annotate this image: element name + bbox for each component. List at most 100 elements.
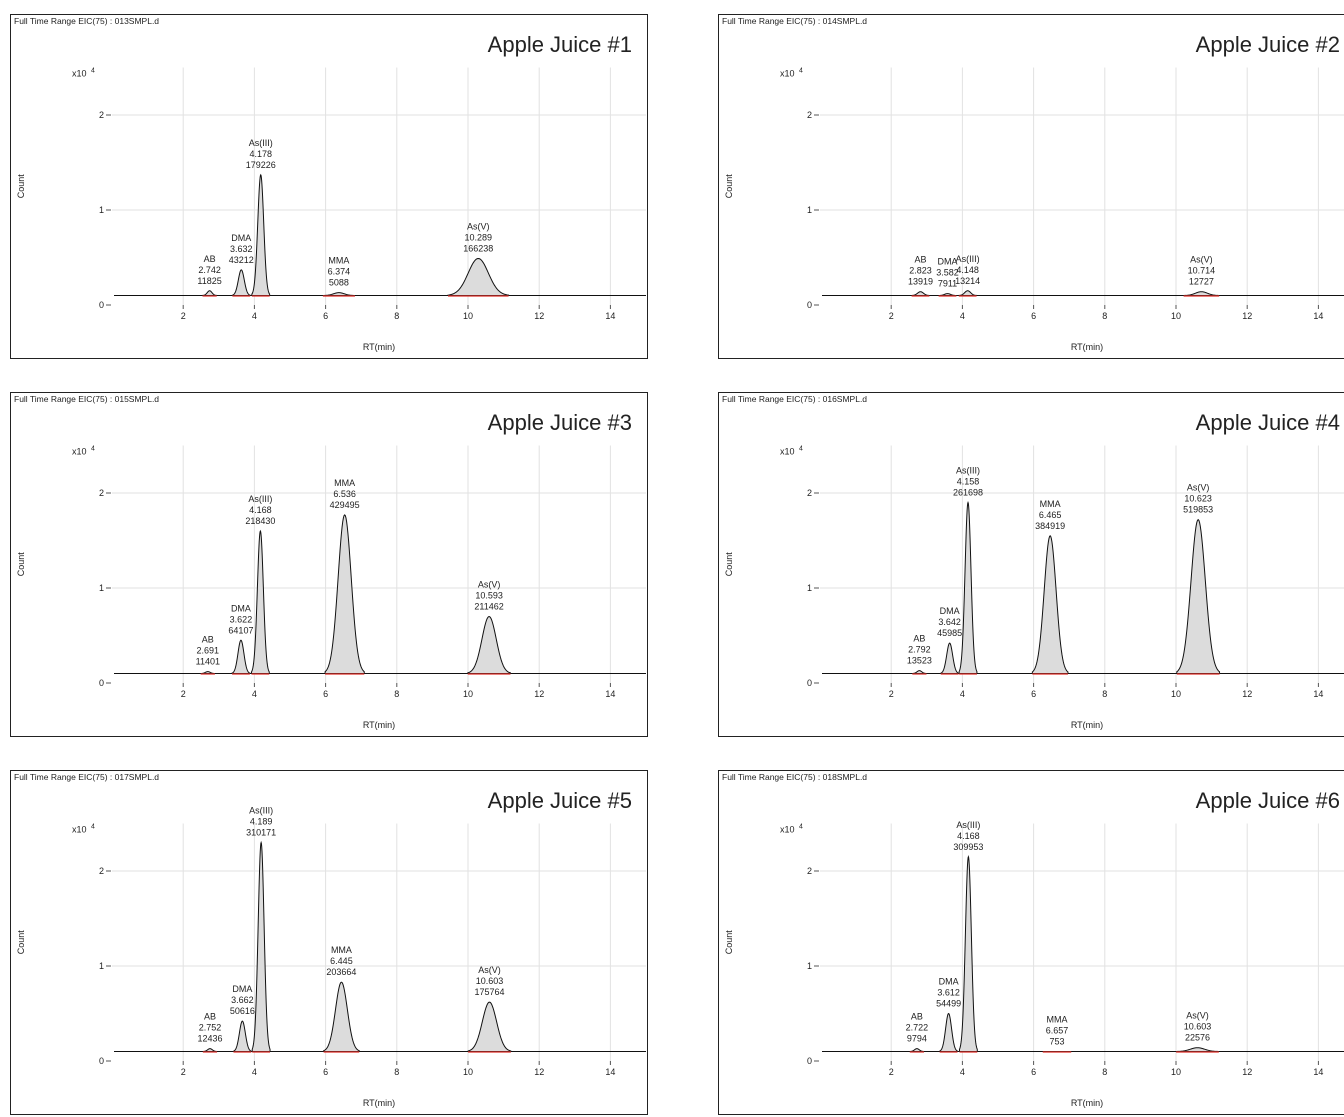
peak (202, 1048, 218, 1052)
peak (467, 615, 511, 674)
x-tick-label: 10 (1171, 311, 1181, 321)
chart-title: Apple Juice #3 (488, 410, 632, 435)
peak-rt: 3.662 (231, 995, 254, 1005)
chart-title: Apple Juice #2 (1196, 32, 1340, 57)
y-axis-label: Count (16, 174, 26, 199)
y-scale-exponent: 4 (799, 824, 803, 831)
peak-name: AB (911, 1012, 923, 1022)
y-tick-label: 1 (807, 205, 812, 215)
peak (322, 292, 356, 296)
x-tick-label: 6 (323, 1067, 328, 1077)
peak (323, 981, 360, 1052)
x-tick-label: 4 (252, 689, 257, 699)
peak-rt: 10.714 (1188, 266, 1216, 276)
peak (200, 671, 216, 674)
peak-area: 211462 (474, 602, 503, 612)
y-tick-label: 1 (807, 961, 812, 971)
y-scale-prefix: x10 (72, 825, 87, 835)
panel-header: Full Time Range EIC(75) : 014SMPL.d (722, 16, 867, 26)
peak-rt: 3.642 (938, 617, 961, 627)
peak-name: MMA (1040, 499, 1061, 509)
x-tick-label: 8 (394, 689, 399, 699)
y-scale-prefix: x10 (72, 69, 87, 79)
chart-panel: Full Time Range EIC(75) : 015SMPL.d Apple… (10, 392, 648, 737)
y-axis-label: Count (16, 930, 26, 955)
y-axis-label: Count (724, 174, 734, 199)
peak-name: DMA (940, 606, 960, 616)
y-tick-label: 1 (99, 961, 104, 971)
peak (467, 1001, 512, 1052)
x-tick-label: 8 (1102, 1067, 1107, 1077)
x-tick-label: 12 (1242, 689, 1252, 699)
panel-border (718, 770, 1344, 1115)
peak (251, 840, 271, 1052)
x-tick-label: 6 (1031, 311, 1036, 321)
peak-area: 166238 (463, 243, 493, 253)
y-tick-label: 2 (807, 866, 812, 876)
panel-border (718, 14, 1344, 359)
peak (911, 670, 928, 674)
peak-area: 13523 (907, 656, 932, 666)
x-axis-label: RT(min) (1071, 1098, 1103, 1108)
x-tick-label: 8 (394, 1067, 399, 1077)
peak-area: 175764 (474, 987, 504, 997)
peak-area: 12727 (1189, 277, 1214, 287)
peak (324, 514, 365, 674)
peak (958, 290, 978, 296)
chart-title: Apple Juice #1 (488, 32, 632, 57)
x-tick-label: 4 (252, 311, 257, 321)
x-tick-label: 14 (605, 689, 615, 699)
y-axis-label: Count (724, 930, 734, 955)
chart-panel: Full Time Range EIC(75) : 014SMPL.d Apple… (718, 14, 1344, 359)
x-tick-label: 2 (889, 311, 894, 321)
peak-area: 5088 (329, 278, 349, 288)
peak-rt: 6.374 (328, 267, 351, 277)
peak-name: As(V) (1186, 1011, 1209, 1021)
peak-name: AB (204, 254, 216, 264)
peak-rt: 3.612 (937, 988, 960, 998)
peak (939, 1012, 958, 1052)
y-tick-label: 1 (99, 205, 104, 215)
y-tick-label: 2 (99, 866, 104, 876)
panel-border (10, 770, 648, 1115)
peak-area: 50616 (230, 1006, 255, 1016)
chart-title: Apple Juice #6 (1196, 788, 1340, 813)
peak (1183, 291, 1220, 296)
x-tick-label: 14 (605, 311, 615, 321)
y-scale-exponent: 4 (91, 68, 95, 75)
y-tick-label: 2 (99, 110, 104, 120)
y-axis-label: Count (724, 552, 734, 577)
peak-area: 309953 (953, 842, 983, 852)
chart-panel: Full Time Range EIC(75) : 013SMPL.d Apple… (10, 14, 648, 359)
panel-header: Full Time Range EIC(75) : 015SMPL.d (14, 394, 159, 404)
peak (938, 293, 957, 296)
peak (231, 269, 251, 296)
peak-rt: 2.722 (906, 1023, 929, 1033)
peak-name: As(III) (249, 138, 273, 148)
y-scale-prefix: x10 (72, 447, 87, 457)
y-tick-label: 2 (807, 488, 812, 498)
y-tick-label: 0 (807, 1056, 812, 1066)
x-tick-label: 14 (605, 1067, 615, 1077)
chart-panel: Full Time Range EIC(75) : 016SMPL.d Apple… (718, 392, 1344, 737)
peak-name: As(III) (249, 806, 273, 816)
y-scale-prefix: x10 (780, 69, 795, 79)
x-tick-label: 8 (1102, 689, 1107, 699)
y-tick-label: 0 (807, 678, 812, 688)
panel-border (718, 392, 1344, 737)
x-tick-label: 10 (463, 689, 473, 699)
y-tick-label: 1 (99, 583, 104, 593)
y-scale-prefix: x10 (780, 447, 795, 457)
x-tick-label: 4 (960, 689, 965, 699)
peak-area: 54499 (936, 999, 961, 1009)
peak-name: DMA (231, 603, 251, 613)
x-tick-label: 14 (1313, 1067, 1323, 1077)
peak-name: As(V) (1187, 483, 1210, 493)
panel-border (10, 392, 648, 737)
peak-area: 384919 (1035, 521, 1065, 531)
x-axis-label: RT(min) (1071, 342, 1103, 352)
peak-rt: 4.178 (249, 149, 272, 159)
peak-name: As(III) (956, 254, 980, 264)
peak (909, 1048, 925, 1052)
